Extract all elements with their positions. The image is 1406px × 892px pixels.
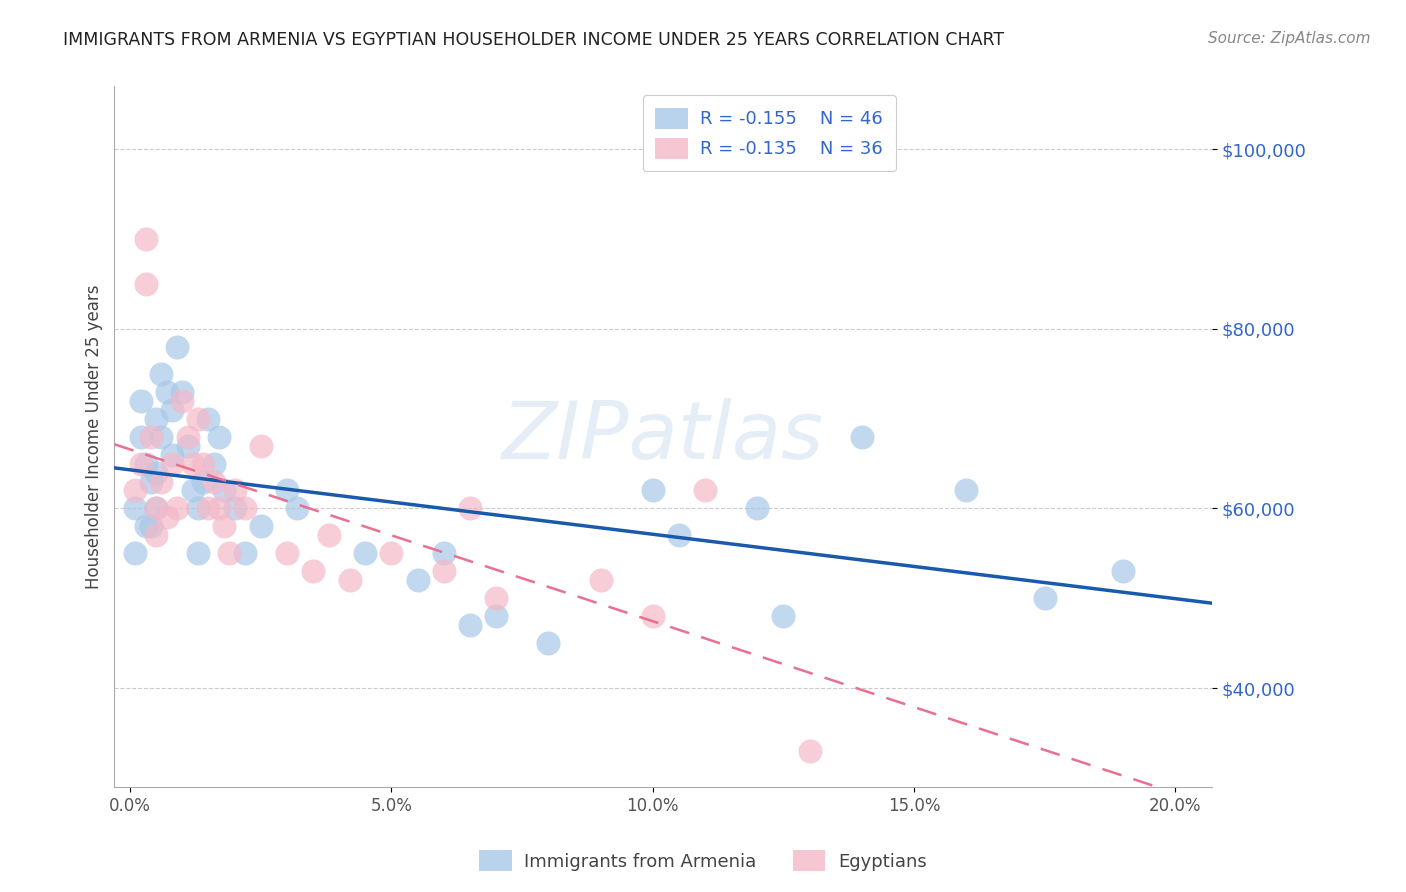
Point xyxy=(176,429,198,443)
Point xyxy=(181,457,204,471)
Point xyxy=(224,501,246,516)
Point xyxy=(458,618,481,632)
Point xyxy=(212,519,235,533)
Point xyxy=(160,457,183,471)
Text: IMMIGRANTS FROM ARMENIA VS EGYPTIAN HOUSEHOLDER INCOME UNDER 25 YEARS CORRELATIO: IMMIGRANTS FROM ARMENIA VS EGYPTIAN HOUS… xyxy=(63,31,1004,49)
Point xyxy=(433,546,456,560)
Point xyxy=(693,483,716,498)
Point xyxy=(197,501,219,516)
Point xyxy=(406,574,429,588)
Point xyxy=(145,501,167,516)
Point xyxy=(339,574,361,588)
Point xyxy=(208,429,231,443)
Point xyxy=(150,475,173,489)
Point xyxy=(641,609,664,624)
Legend: R = -0.155    N = 46, R = -0.135    N = 36: R = -0.155 N = 46, R = -0.135 N = 36 xyxy=(643,95,896,171)
Point xyxy=(851,429,873,443)
Point xyxy=(485,591,508,606)
Point xyxy=(458,501,481,516)
Point xyxy=(135,519,157,533)
Point xyxy=(135,232,157,246)
Point xyxy=(156,384,179,399)
Point xyxy=(485,609,508,624)
Point xyxy=(135,277,157,291)
Point xyxy=(354,546,377,560)
Point xyxy=(193,457,215,471)
Point xyxy=(145,466,167,480)
Point xyxy=(218,546,240,560)
Point xyxy=(380,546,402,560)
Point xyxy=(129,457,152,471)
Point xyxy=(799,744,821,758)
Point xyxy=(302,564,325,578)
Point xyxy=(150,367,173,381)
Point xyxy=(129,429,152,443)
Point xyxy=(208,501,231,516)
Point xyxy=(233,546,256,560)
Point xyxy=(668,528,690,542)
Point xyxy=(176,439,198,453)
Point xyxy=(145,501,167,516)
Point xyxy=(135,457,157,471)
Point xyxy=(124,483,146,498)
Point xyxy=(276,546,298,560)
Point xyxy=(224,483,246,498)
Point xyxy=(193,475,215,489)
Point xyxy=(187,411,209,425)
Point xyxy=(156,510,179,524)
Point xyxy=(433,564,456,578)
Point xyxy=(197,411,219,425)
Point xyxy=(124,501,146,516)
Point xyxy=(537,636,560,650)
Point xyxy=(202,457,225,471)
Point xyxy=(955,483,977,498)
Point xyxy=(139,475,162,489)
Point xyxy=(145,528,167,542)
Point xyxy=(139,429,162,443)
Y-axis label: Householder Income Under 25 years: Householder Income Under 25 years xyxy=(86,285,103,589)
Point xyxy=(772,609,794,624)
Point xyxy=(172,384,194,399)
Point xyxy=(641,483,664,498)
Point xyxy=(233,501,256,516)
Point xyxy=(150,429,173,443)
Point xyxy=(145,411,167,425)
Point xyxy=(187,501,209,516)
Point xyxy=(139,519,162,533)
Point xyxy=(160,448,183,462)
Point xyxy=(187,546,209,560)
Point xyxy=(160,402,183,417)
Point xyxy=(1033,591,1056,606)
Point xyxy=(172,393,194,408)
Point xyxy=(285,501,308,516)
Point xyxy=(212,483,235,498)
Text: Source: ZipAtlas.com: Source: ZipAtlas.com xyxy=(1208,31,1371,46)
Point xyxy=(202,475,225,489)
Point xyxy=(589,574,612,588)
Point xyxy=(124,546,146,560)
Point xyxy=(276,483,298,498)
Point xyxy=(166,501,188,516)
Point xyxy=(747,501,769,516)
Point xyxy=(249,439,271,453)
Point xyxy=(318,528,340,542)
Point xyxy=(129,393,152,408)
Point xyxy=(249,519,271,533)
Point xyxy=(181,483,204,498)
Legend: Immigrants from Armenia, Egyptians: Immigrants from Armenia, Egyptians xyxy=(472,843,934,879)
Text: ZIPatlas: ZIPatlas xyxy=(502,398,824,475)
Point xyxy=(1112,564,1135,578)
Point xyxy=(166,340,188,354)
